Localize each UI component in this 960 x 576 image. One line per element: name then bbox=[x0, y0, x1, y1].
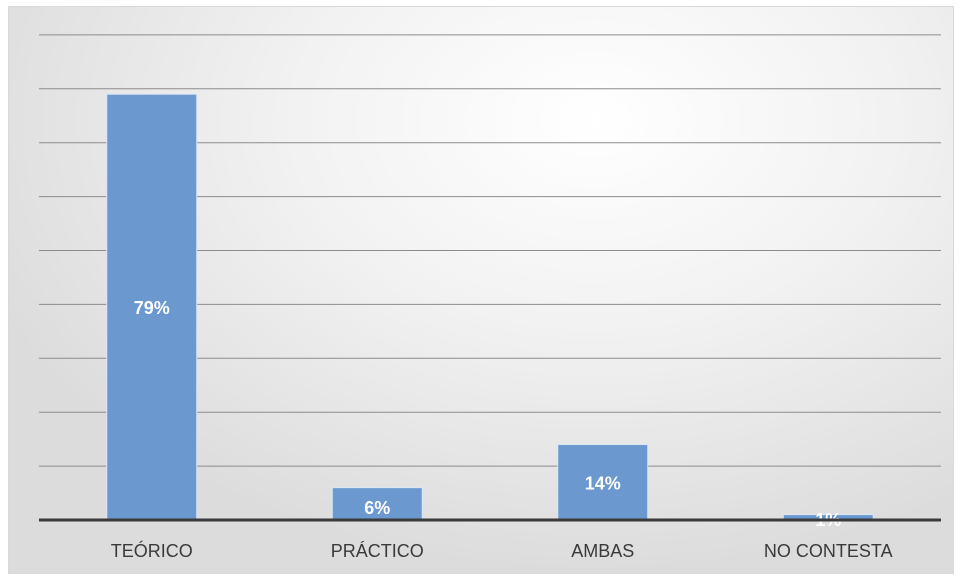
x-tick-label: PRÁCTICO bbox=[331, 541, 424, 561]
data-label: 79% bbox=[134, 298, 170, 318]
data-label: 6% bbox=[364, 498, 390, 518]
bars bbox=[106, 93, 874, 521]
bar-chart: 79%6%14%1% TEÓRICO PRÁCTICO AMBAS NO CONTES… bbox=[39, 34, 941, 561]
x-axis-tick-labels: TEÓRICO PRÁCTICO AMBAS NO CONTESTA bbox=[111, 540, 893, 561]
chart-area: 79% 6% 14% 1% TEÓRICO PRÁCTICO AMBAS NO CONTES… bbox=[8, 6, 954, 574]
data-labels: 79%6%14%1% bbox=[134, 298, 842, 530]
x-tick-label: AMBAS bbox=[571, 541, 634, 561]
x-tick-label: NO CONTESTA bbox=[764, 541, 893, 561]
x-tick-label: TEÓRICO bbox=[111, 540, 193, 561]
bar bbox=[106, 93, 198, 521]
data-label: 14% bbox=[585, 473, 621, 493]
